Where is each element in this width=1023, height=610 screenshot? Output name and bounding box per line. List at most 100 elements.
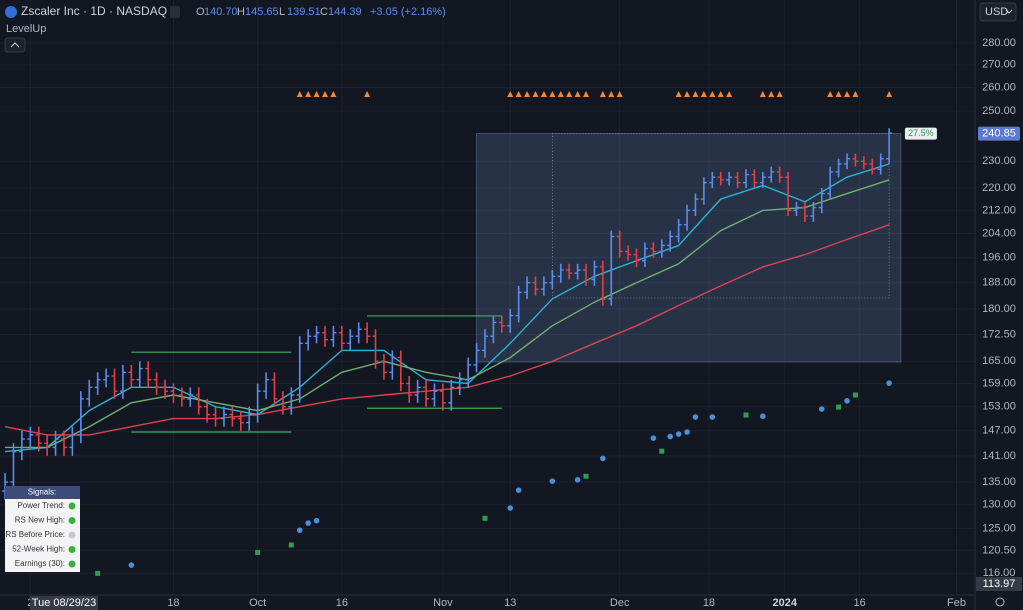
- collapse-button[interactable]: [4, 37, 26, 53]
- ohlc-bar: [684, 204, 691, 231]
- signal-triangle: [364, 91, 371, 97]
- symbol-title: Zscaler Inc · 1D · NASDAQ: [21, 4, 167, 18]
- settings-icon[interactable]: [995, 597, 1005, 607]
- y-tick-label: 180.00: [982, 303, 1016, 315]
- x-tick-label: 16: [854, 597, 866, 609]
- y-tick-label: 230.00: [982, 155, 1016, 167]
- ohlc-bar: [473, 343, 480, 373]
- ohlc-bar: [810, 201, 817, 222]
- signal-label: Earnings (30):: [15, 559, 65, 568]
- currency-button[interactable]: [979, 2, 1017, 22]
- signal-triangle: [675, 91, 682, 97]
- ohlc-label: H: [237, 6, 245, 18]
- ohlc-bar: [380, 353, 387, 380]
- ohlc-bar: [641, 242, 648, 267]
- y-tick-label: 188.00: [982, 277, 1016, 289]
- box-label-bg: [904, 127, 937, 140]
- ohlc-bar: [237, 410, 244, 431]
- signal-status: [68, 517, 76, 524]
- status-icon: [170, 6, 180, 18]
- signal-triangle: [835, 91, 842, 97]
- ohlc-bar: [431, 383, 438, 407]
- y-tick-label: 204.00: [982, 227, 1016, 239]
- ohlc-bar: [170, 383, 177, 403]
- y-tick-label: 130.00: [982, 499, 1016, 511]
- ohlc-value: 145.65: [245, 6, 279, 18]
- crosshair-price: 113.97: [983, 578, 1016, 590]
- moving-average: [5, 179, 890, 449]
- ohlc-legend: O 140.70 H 145.65 L 139.51 C 144.39: [196, 6, 362, 18]
- signal-triangle: [322, 91, 328, 97]
- plot: 27.5%: [0, 0, 975, 595]
- rs-new-high: [743, 412, 749, 418]
- ohlc-bar: [77, 391, 84, 444]
- ohlc-bar: [801, 201, 808, 222]
- ohlc-bar: [178, 387, 185, 407]
- rs-new-high: [482, 515, 488, 521]
- ohlc-bar: [128, 364, 135, 388]
- rs-dot: [844, 398, 850, 404]
- ohlc-bar: [751, 169, 758, 189]
- signal-label: 52-Week High:: [12, 545, 65, 554]
- ohlc-bar: [726, 171, 733, 186]
- y-tick-label: 172.50: [982, 328, 1016, 340]
- x-tick-label: 13: [504, 597, 516, 609]
- signal-triangle: [717, 91, 724, 97]
- signals-title: Signals:: [28, 488, 56, 497]
- signal-triangle: [524, 91, 531, 97]
- ohlc-bar: [768, 166, 775, 183]
- rs-dot: [128, 562, 135, 568]
- crosshair-date-bg: [30, 596, 98, 610]
- ohlc-bar: [296, 336, 303, 403]
- ohlc-bar: [785, 171, 792, 217]
- rs-dot: [692, 414, 699, 420]
- y-tick-label: 120.50: [982, 544, 1016, 556]
- ohlc-bar: [322, 325, 328, 347]
- ohlc-bar: [540, 276, 547, 296]
- ohlc-bar: [305, 329, 312, 351]
- ohlc-bar: [119, 364, 126, 399]
- ohlc-bar: [372, 329, 379, 369]
- ohlc-bar: [827, 166, 834, 200]
- signal-triangle: [608, 91, 615, 97]
- signal-status: [68, 560, 76, 568]
- ohlc-bar: [364, 322, 371, 344]
- ohlc-bar: [288, 387, 295, 415]
- y-tick-label: 141.00: [982, 450, 1016, 462]
- y-tick-label: 159.00: [982, 377, 1016, 389]
- symbol-logo: [5, 6, 17, 18]
- ohlc-bar: [566, 263, 573, 280]
- signal-triangle: [768, 91, 775, 97]
- ohlc-bar: [524, 276, 531, 299]
- ohlc-bar: [220, 406, 227, 427]
- signal-triangle: [507, 91, 514, 97]
- ohlc-bar: [414, 379, 421, 403]
- signal-label: RS New High:: [15, 516, 65, 525]
- ohlc-bar: [406, 376, 413, 403]
- ohlc-bar: [456, 372, 463, 396]
- ohlc-bar: [448, 379, 455, 411]
- rs-new-high: [288, 542, 294, 548]
- rs-dot: [684, 429, 690, 435]
- signal-triangle: [684, 91, 691, 97]
- ohlc-bar: [776, 166, 783, 183]
- signals-table: Signals: Power Trend: RS New High: RS Befor…: [5, 486, 80, 572]
- ohlc-bar: [35, 426, 42, 452]
- ohlc-bar: [136, 361, 143, 388]
- ohlc-label: O: [196, 6, 205, 18]
- ohlc-bar: [498, 315, 505, 333]
- x-tick-label: 2024: [772, 597, 797, 609]
- y-tick-label: 196.00: [982, 252, 1016, 264]
- x-tick-label: Dec: [610, 597, 630, 609]
- ohlc-label: C: [320, 6, 328, 18]
- rs-dot: [675, 431, 682, 437]
- inner-box: [551, 133, 890, 299]
- signal-status: [68, 546, 76, 553]
- ohlc-label: L: [279, 6, 285, 18]
- rs-dot: [650, 435, 657, 441]
- signal-triangle: [330, 91, 337, 97]
- signal-triangle: [296, 91, 303, 97]
- rs-new-high: [852, 392, 858, 398]
